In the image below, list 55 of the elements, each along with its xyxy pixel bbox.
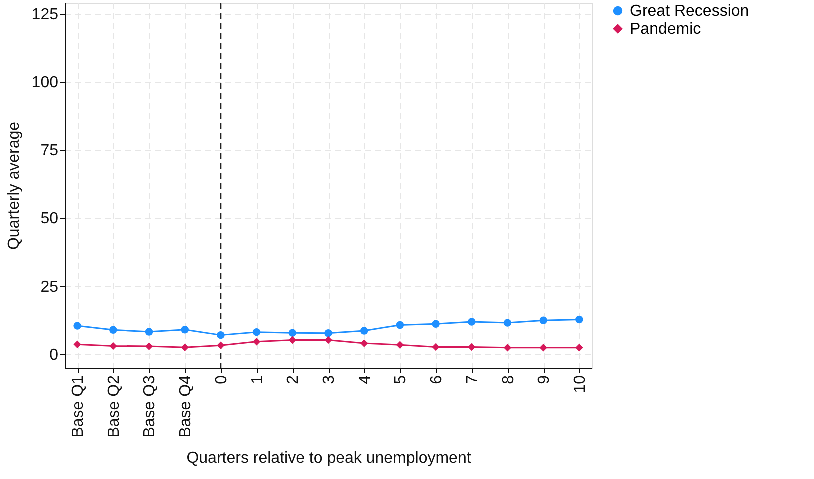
x-tick-label: Base Q1 <box>70 375 88 438</box>
x-tick-label: Base Q2 <box>106 375 123 438</box>
point <box>181 344 189 352</box>
point <box>396 341 404 349</box>
point <box>360 340 368 348</box>
point <box>324 330 332 338</box>
point <box>360 327 368 335</box>
point <box>217 331 225 340</box>
point <box>74 322 82 330</box>
x-tick-label: 5 <box>392 375 410 384</box>
point <box>504 319 512 327</box>
y-tick-label: 0 <box>50 346 59 364</box>
point <box>110 326 118 334</box>
point <box>432 343 440 352</box>
point <box>540 316 548 324</box>
point <box>504 344 512 352</box>
x-tick-label: 2 <box>285 375 302 384</box>
x-axis-title: Quarters relative to peak unemployment <box>186 450 472 467</box>
x-tick-label: 1 <box>249 375 266 384</box>
y-tick-label: 125 <box>32 6 59 24</box>
x-tick-label: 4 <box>356 375 374 384</box>
x-tick-label: Base Q4 <box>178 375 195 438</box>
x-tick-label: 9 <box>536 375 554 384</box>
point <box>252 328 261 336</box>
point <box>288 336 297 344</box>
legend-label: Pandemic <box>630 21 702 38</box>
point <box>252 338 261 346</box>
point <box>540 344 548 352</box>
x-tick-label: Base Q3 <box>142 375 159 438</box>
y-axis-title: Quarterly average <box>6 122 23 250</box>
point <box>324 336 332 344</box>
legend-label: Great Recession <box>630 3 750 20</box>
point <box>288 329 297 337</box>
point <box>145 328 154 336</box>
x-tick-label: 7 <box>464 375 482 384</box>
x-tick-label: 0 <box>213 375 230 384</box>
point <box>396 321 404 330</box>
point <box>576 316 584 324</box>
point <box>217 342 225 350</box>
point <box>74 340 82 348</box>
point <box>110 342 118 350</box>
x-tick-label: 10 <box>572 375 589 394</box>
x-tick-label: 3 <box>321 375 338 384</box>
x-tick-label: 8 <box>500 375 518 384</box>
point <box>468 318 476 326</box>
y-tick-label: 25 <box>40 278 59 296</box>
y-tick-label: 50 <box>40 210 59 228</box>
point <box>468 343 476 352</box>
point <box>145 342 154 350</box>
y-tick-label: 75 <box>40 142 59 160</box>
point <box>576 344 584 352</box>
y-tick-label: 100 <box>32 74 59 92</box>
point <box>181 326 189 334</box>
x-tick-label: 6 <box>428 375 446 384</box>
point <box>432 320 440 328</box>
